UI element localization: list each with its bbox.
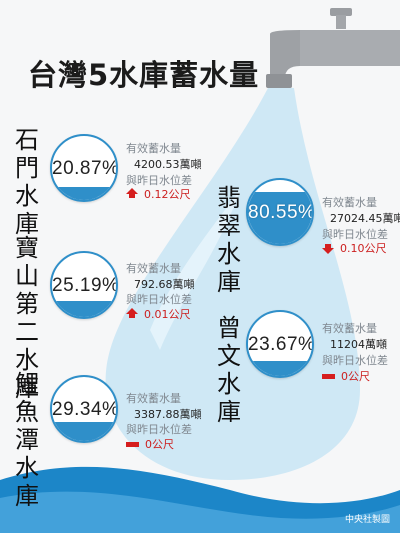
storage-value: 11204萬噸 bbox=[330, 338, 387, 351]
level-change-value: 0公尺 bbox=[145, 438, 174, 451]
reservoir-name: 翡翠水庫 bbox=[217, 184, 241, 296]
diff-label: 與昨日水位差 bbox=[322, 354, 388, 367]
page-title: 台灣5水庫蓄水量 bbox=[28, 58, 260, 92]
storage-label: 有效蓄水量 bbox=[322, 322, 377, 335]
diff-label: 與昨日水位差 bbox=[126, 293, 192, 306]
level-change-value: 0.01公尺 bbox=[144, 308, 191, 321]
level-change: 0.10公尺 bbox=[322, 240, 387, 256]
level-change: 0.01公尺 bbox=[126, 306, 191, 322]
gauge-percent: 80.55% bbox=[248, 202, 314, 223]
credit-text: 中央社製圖 bbox=[344, 515, 390, 525]
wave-light bbox=[0, 491, 400, 533]
storage-label: 有效蓄水量 bbox=[126, 392, 181, 405]
diff-label: 與昨日水位差 bbox=[126, 423, 192, 436]
reservoir-name: 石門水庫 bbox=[15, 126, 39, 238]
level-change-value: 0.10公尺 bbox=[340, 242, 387, 255]
gauge-percent: 23.67% bbox=[248, 334, 314, 355]
arrow-down-icon bbox=[322, 244, 334, 254]
reservoir-gauge: 23.67% bbox=[246, 310, 314, 378]
storage-label: 有效蓄水量 bbox=[322, 196, 377, 209]
storage-label: 有效蓄水量 bbox=[126, 142, 181, 155]
no-change-icon bbox=[126, 441, 139, 447]
level-change-value: 0公尺 bbox=[341, 370, 370, 383]
gauge-fill bbox=[52, 422, 116, 441]
gauge-fill bbox=[248, 192, 312, 244]
reservoir-name: 鯉魚潭水庫 bbox=[15, 370, 39, 510]
gauge-fill bbox=[52, 300, 116, 317]
storage-value: 792.68萬噸 bbox=[134, 278, 195, 291]
storage-value: 27024.45萬噸 bbox=[330, 212, 400, 225]
reservoir-gauge: 80.55% bbox=[246, 178, 314, 246]
gauge-percent: 25.19% bbox=[52, 275, 118, 296]
gauge-fill bbox=[52, 186, 116, 200]
reservoir-gauge: 29.34% bbox=[50, 375, 118, 443]
storage-value: 3387.88萬噸 bbox=[134, 408, 202, 421]
level-change: 0.12公尺 bbox=[126, 186, 191, 202]
level-change: 0公尺 bbox=[322, 368, 370, 384]
reservoir-gauge: 20.87% bbox=[50, 134, 118, 202]
gauge-percent: 20.87% bbox=[52, 158, 118, 179]
reservoir-name: 曾文水庫 bbox=[217, 314, 241, 426]
reservoir-name: 寶山第二水庫 bbox=[15, 234, 39, 402]
diff-label: 與昨日水位差 bbox=[322, 228, 388, 241]
reservoir-gauge: 25.19% bbox=[50, 251, 118, 319]
faucet-icon bbox=[266, 8, 400, 88]
level-change: 0公尺 bbox=[126, 436, 174, 452]
water-drop-highlight bbox=[150, 190, 240, 350]
arrow-up-icon bbox=[126, 188, 138, 198]
arrow-up-icon bbox=[126, 308, 138, 318]
gauge-percent: 29.34% bbox=[52, 399, 118, 420]
level-change-value: 0.12公尺 bbox=[144, 188, 191, 201]
gauge-fill bbox=[248, 360, 312, 376]
diff-label: 與昨日水位差 bbox=[126, 174, 192, 187]
storage-value: 4200.53萬噸 bbox=[134, 158, 202, 171]
storage-label: 有效蓄水量 bbox=[126, 262, 181, 275]
no-change-icon bbox=[322, 373, 335, 379]
